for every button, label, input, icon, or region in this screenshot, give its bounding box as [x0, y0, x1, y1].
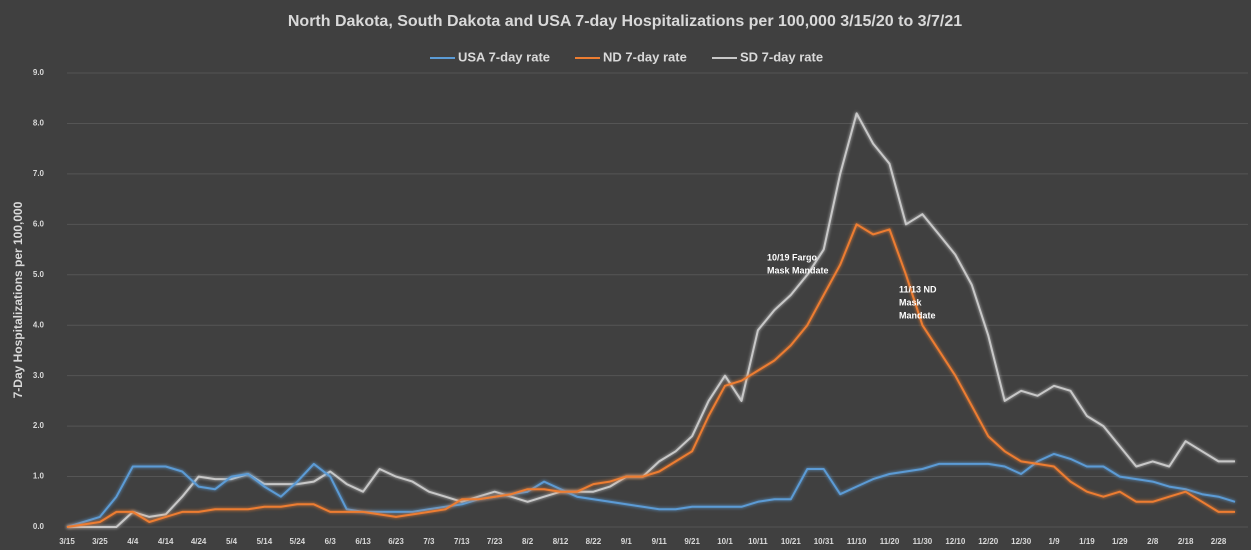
x-tick-label: 6/13 [355, 537, 371, 546]
y-tick-label: 1.0 [33, 472, 45, 481]
x-tick-label: 3/15 [59, 537, 75, 546]
x-tick-label: 5/4 [226, 537, 238, 546]
annotation: 10/19 Fargo [767, 252, 818, 262]
x-tick-label: 8/22 [586, 537, 602, 546]
x-tick-label: 4/4 [127, 537, 139, 546]
legend-item: USA 7-day rate [430, 49, 550, 64]
y-tick-label: 2.0 [33, 421, 45, 430]
chart-title: North Dakota, South Dakota and USA 7-day… [288, 13, 962, 30]
y-tick-label: 8.0 [33, 119, 45, 128]
series-line [67, 112, 1235, 528]
y-tick-label: 4.0 [33, 320, 45, 329]
x-tick-label: 5/24 [290, 537, 306, 546]
legend-label: SD 7-day rate [740, 49, 823, 64]
x-tick-label: 1/19 [1079, 537, 1095, 546]
x-tick-label: 4/14 [158, 537, 174, 546]
annotation: Mask [899, 297, 923, 307]
x-tick-label: 12/20 [978, 537, 999, 546]
legend-label: ND 7-day rate [603, 49, 687, 64]
x-tick-label: 6/3 [325, 537, 337, 546]
y-tick-label: 3.0 [33, 371, 45, 380]
x-tick-label: 9/1 [621, 537, 633, 546]
x-tick-label: 12/30 [1011, 537, 1032, 546]
x-tick-label: 3/25 [92, 537, 108, 546]
series-line [66, 223, 1235, 528]
y-tick-label: 5.0 [33, 270, 45, 279]
x-tick-label: 8/2 [522, 537, 534, 546]
x-tick-label: 4/24 [191, 537, 207, 546]
x-tick-label: 11/30 [913, 537, 933, 546]
x-tick-label: 10/11 [748, 537, 768, 546]
y-axis-label: 7-Day Hospitalizations per 100,000 [11, 201, 25, 398]
annotation: Mask Mandate [767, 265, 829, 275]
x-tick-label: 9/21 [684, 537, 700, 546]
x-tick-label: 10/31 [814, 537, 835, 546]
y-tick-label: 6.0 [33, 219, 45, 228]
x-tick-label: 7/3 [423, 537, 435, 546]
legend-item: SD 7-day rate [712, 49, 823, 64]
x-tick-label: 5/14 [257, 537, 273, 546]
annotation: Mandate [899, 310, 936, 320]
x-tick-label: 11/10 [847, 537, 867, 546]
x-tick-label: 2/18 [1178, 537, 1194, 546]
x-tick-label: 12/10 [945, 537, 966, 546]
series-line [66, 452, 1236, 528]
x-tick-label: 10/1 [717, 537, 733, 546]
legend-label: USA 7-day rate [458, 49, 550, 64]
legend-item: ND 7-day rate [575, 49, 687, 64]
x-tick-label: 2/28 [1211, 537, 1227, 546]
x-tick-label: 1/29 [1112, 537, 1128, 546]
y-tick-label: 0.0 [33, 522, 45, 531]
x-tick-label: 6/23 [388, 537, 404, 546]
x-tick-label: 9/11 [652, 537, 668, 546]
x-tick-label: 1/9 [1048, 537, 1060, 546]
x-tick-label: 7/13 [454, 537, 470, 546]
x-tick-label: 8/12 [553, 537, 569, 546]
x-tick-label: 2/8 [1147, 537, 1159, 546]
y-tick-label: 7.0 [33, 169, 45, 178]
annotation: 11/13 ND [899, 284, 937, 294]
x-tick-label: 7/23 [487, 537, 503, 546]
x-tick-label: 10/21 [781, 537, 802, 546]
x-tick-label: 11/20 [880, 537, 900, 546]
y-tick-label: 9.0 [33, 68, 45, 77]
